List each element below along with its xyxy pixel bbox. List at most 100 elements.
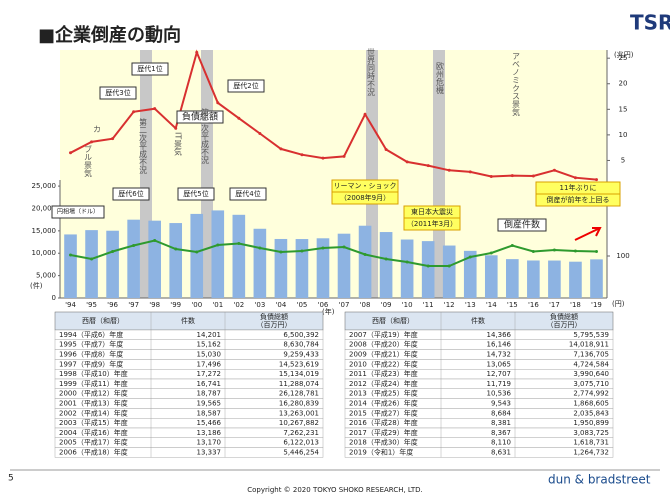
table-header-cell: 西暦（和暦） [82,316,124,325]
x-tick-label: '09 [381,301,392,309]
arrow [574,227,602,241]
table-cell: 2019（令和1）年度 [349,448,413,457]
line [70,49,597,181]
table-cell: 2011（平成23）年度 [349,369,418,378]
table-cell: 11,288,074 [279,380,320,388]
bar [295,239,309,298]
table-cell: 3,075,710 [573,380,609,388]
point [321,246,325,250]
bar [463,250,477,298]
bar [232,214,246,298]
page-number: 5 [8,474,14,484]
point [111,250,115,253]
point [258,246,262,250]
table-cell: 2005（平成17）年度 [59,438,128,447]
annotation-box [403,217,461,231]
x-tick-label: '94 [65,301,76,309]
point [405,260,409,264]
annotation-box [535,193,621,207]
y3-tick-label: 100 [616,252,629,260]
point [279,147,283,151]
period-label: 世界同時不況 [367,47,376,97]
table-cell: 13,337 [197,449,222,457]
bar [106,230,119,298]
table-cell: 26,128,781 [279,390,319,398]
table-cell: 1998（平成10）年度 [59,369,128,378]
table-cell: 1,868,605 [573,400,609,408]
point [531,174,535,178]
table-cell: 14,201 [197,331,222,339]
table-cell: 5,446,254 [283,449,319,457]
point [216,243,220,247]
point [552,168,556,172]
table-cell: 8,367 [491,429,511,437]
bar [337,233,351,298]
table-cell: 1999（平成11）年度 [59,379,128,388]
point [489,174,493,178]
y-axis-label: (件) [30,281,43,290]
x-tick-label: '17 [549,301,560,309]
point [573,249,577,253]
table-cell: 13,065 [487,360,512,368]
bar [379,232,393,298]
bar [484,255,498,298]
annotation: 歴代3位 [105,88,130,97]
point [132,244,136,247]
point [468,170,472,174]
table-cell: 5,795,539 [573,331,609,339]
title: ■企業倒産の動向 [38,24,181,46]
table-cell: 15,134,019 [279,370,319,378]
annotation: （2008年9月） [340,193,390,202]
x-tick-label: '99 [170,301,181,309]
table-cell: 18,587 [197,409,222,417]
point [426,164,430,168]
table-cell: 2016（平成28）年度 [349,418,418,427]
table-cell: 16,146 [487,341,512,349]
table-row [344,447,614,458]
table-cell: 1,264,732 [573,449,609,457]
table-cell: 1994（平成6）年度 [59,330,123,339]
point [132,110,136,114]
table-cell: 2015（平成27）年度 [349,408,418,417]
table-cell: 1,618,731 [573,439,609,447]
point [174,126,178,130]
y-tick-label: 20,000 [32,204,57,212]
table-cell: 7,262,231 [283,429,319,437]
point [153,107,157,111]
table-cell: 6,500,392 [283,331,319,339]
bar [421,241,435,298]
point [363,112,367,116]
table-cell: 8,381 [491,419,511,427]
bar [64,234,77,298]
x-tick-label: '18 [570,301,581,309]
table-cell: 13,263,001 [279,409,319,417]
x-tick-label: '11 [423,301,434,309]
annotation-box [229,187,267,201]
bar [569,261,582,298]
period-label: アベノミクス景気 [512,52,521,117]
point [300,153,304,157]
table-cell: 2,774,992 [573,390,609,398]
point [342,245,346,249]
bar [190,213,204,298]
x-tick-label: '97 [128,301,139,309]
annotation: （2011年3月） [407,219,457,228]
point [321,156,325,160]
annotation: 歴代6位 [118,189,143,198]
table-cell: 2018（平成30）年度 [349,438,418,447]
table-cell: 14,523,619 [279,360,319,368]
point [90,140,94,144]
table-cell: 1997（平成9）年度 [59,359,123,368]
line [70,239,597,267]
x-tick-label: '07 [339,301,350,309]
period-label: 第二次平成不況 [139,117,148,175]
y-tick-label: 25,000 [32,182,57,190]
y2-tick-label: 15 [619,105,628,113]
x-tick-label: '10 [402,301,413,309]
bar [590,259,603,298]
point [384,148,388,152]
point [258,132,262,136]
annotation: 歴代4位 [235,189,260,198]
